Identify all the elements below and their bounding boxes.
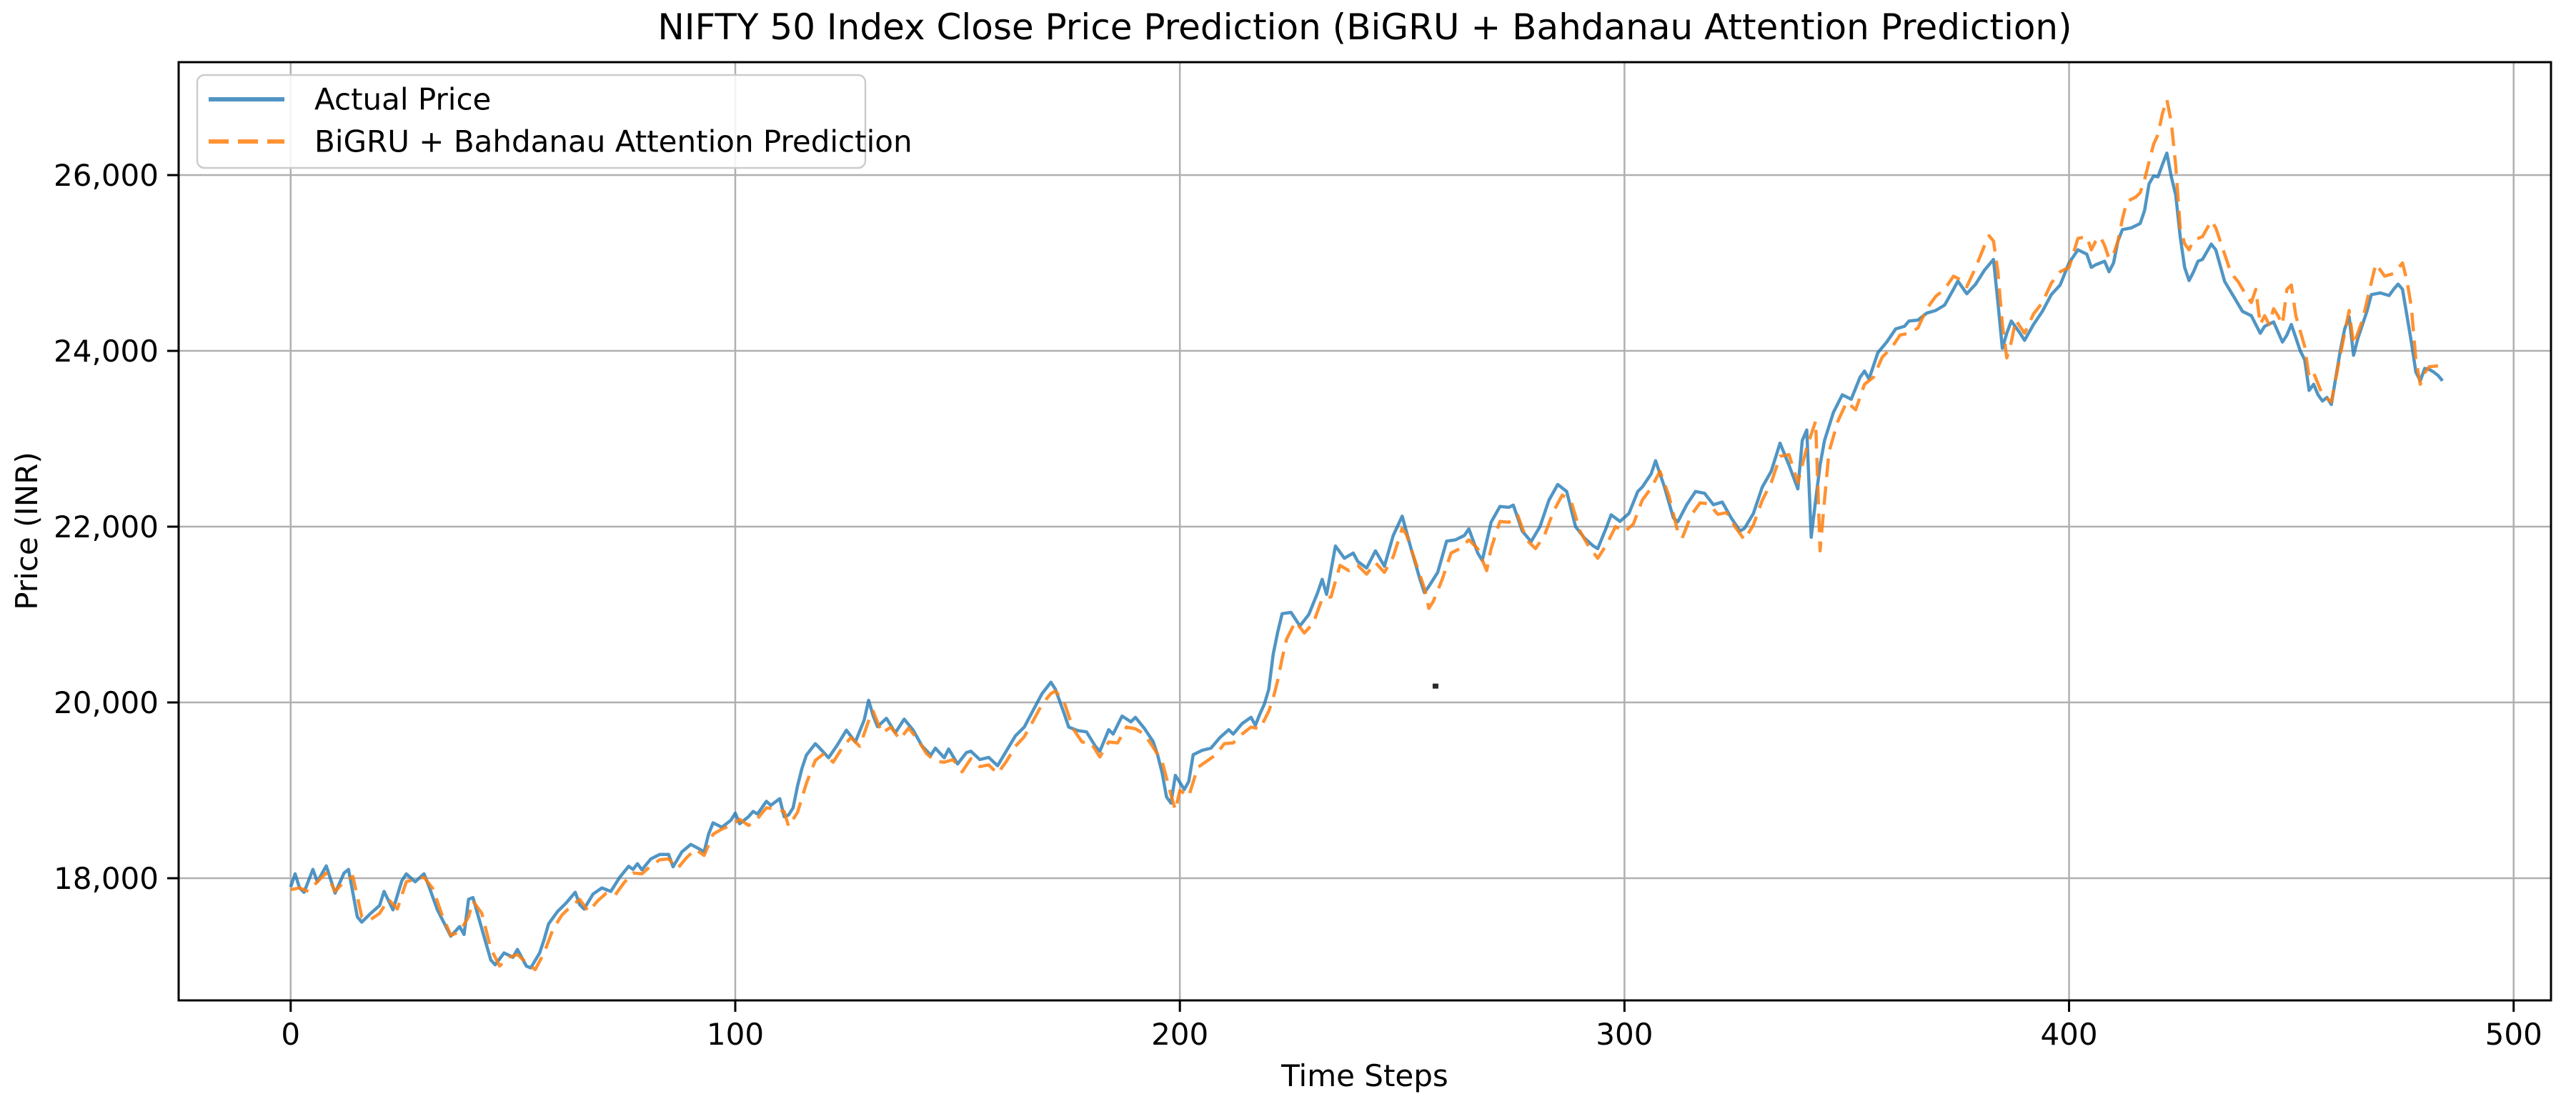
axis-tick-marks bbox=[167, 174, 2515, 1012]
x-tick-label: 400 bbox=[2040, 1017, 2097, 1052]
y-tick-label: 24,000 bbox=[54, 334, 159, 369]
legend: Actual Price BiGRU + Bahdanau Attention … bbox=[196, 74, 912, 169]
axis-tick-labels: 0 100 200 300 400 500 18,000 20,000 22,000 24,000… bbox=[54, 158, 2542, 1052]
stray-dot-artifact bbox=[1432, 683, 1438, 689]
y-tick-label: 20,000 bbox=[54, 685, 159, 720]
y-tick-label: 18,000 bbox=[54, 861, 159, 896]
x-tick-label: 300 bbox=[1596, 1017, 1653, 1052]
x-tick-label: 200 bbox=[1151, 1017, 1208, 1052]
x-axis-label: Time Steps bbox=[1280, 1058, 1448, 1093]
y-axis-label: Price (INR) bbox=[9, 452, 44, 610]
prediction-line bbox=[290, 98, 2439, 972]
y-tick-label: 22,000 bbox=[54, 509, 159, 544]
chart-title: NIFTY 50 Index Close Price Prediction (B… bbox=[657, 6, 2072, 48]
x-tick-label: 100 bbox=[707, 1017, 764, 1052]
plot-area-border bbox=[177, 61, 2552, 1002]
series-layer bbox=[289, 98, 2444, 972]
legend-box bbox=[196, 74, 867, 169]
legend-label-prediction: BiGRU + Bahdanau Attention Prediction bbox=[314, 124, 912, 159]
x-tick-label: 0 bbox=[281, 1017, 300, 1052]
legend-label-actual: Actual Price bbox=[314, 82, 491, 117]
actual-price-line bbox=[289, 151, 2444, 970]
x-tick-label: 500 bbox=[2485, 1017, 2542, 1052]
y-tick-label: 26,000 bbox=[54, 158, 159, 193]
